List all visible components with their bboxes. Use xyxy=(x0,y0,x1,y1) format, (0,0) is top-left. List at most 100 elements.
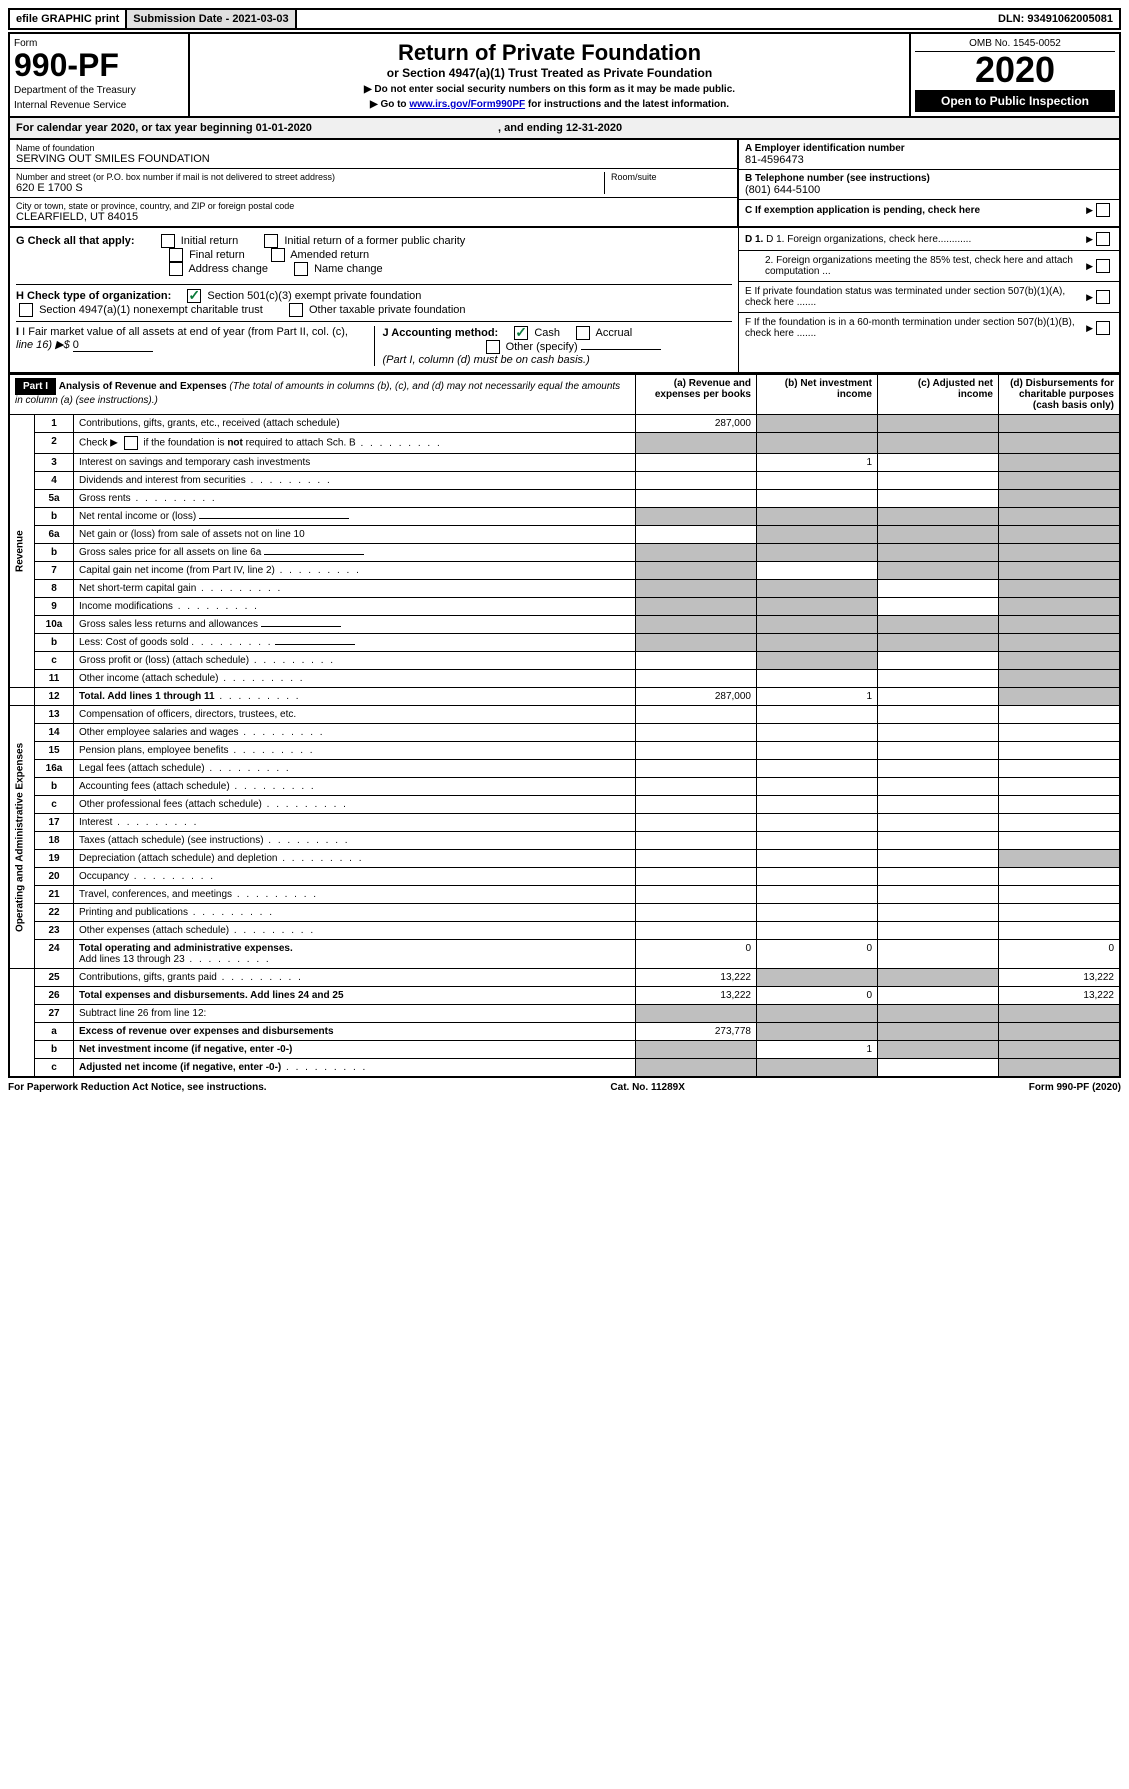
r25-d: 13,222 xyxy=(999,969,1121,987)
row-27c: c Adjusted net income (if negative, ente… xyxy=(9,1059,1120,1078)
r18-label: Taxes (attach schedule) (see instruction… xyxy=(74,832,636,850)
r8-label: Net short-term capital gain xyxy=(74,580,636,598)
foundation-city: CLEARFIELD, UT 84015 xyxy=(16,211,731,223)
r20-label: Occupancy xyxy=(74,868,636,886)
part1-badge: Part I xyxy=(15,378,56,395)
arrow-icon xyxy=(1082,205,1093,216)
row-5a: 5a Gross rents xyxy=(9,490,1120,508)
r12-a: 287,000 xyxy=(636,688,757,706)
city-cell: City or town, state or province, country… xyxy=(10,198,737,226)
d1-cell: D 1. D 1. Foreign organizations, check h… xyxy=(739,228,1119,251)
row-6b: b Gross sales price for all assets on li… xyxy=(9,544,1120,562)
row-11: 11 Other income (attach schedule) xyxy=(9,670,1120,688)
arrow-icon xyxy=(1082,261,1093,272)
public-inspection: Open to Public Inspection xyxy=(915,90,1115,112)
r16a-label: Legal fees (attach schedule) xyxy=(74,760,636,778)
accrual-checkbox[interactable] xyxy=(576,326,590,340)
addr-change-checkbox[interactable] xyxy=(169,262,183,276)
d1-checkbox[interactable] xyxy=(1096,232,1110,246)
r15-label: Pension plans, employee benefits xyxy=(74,742,636,760)
other-specify-field xyxy=(581,349,661,350)
i-line16: line 16) ▶$ xyxy=(16,339,73,351)
header-left: Form 990-PF Department of the Treasury I… xyxy=(10,34,190,116)
exemption-checkbox[interactable] xyxy=(1096,203,1110,217)
efile-label: efile GRAPHIC print xyxy=(10,10,127,28)
irs-link[interactable]: www.irs.gov/Form990PF xyxy=(409,99,525,110)
check-right: D 1. D 1. Foreign organizations, check h… xyxy=(739,228,1119,372)
row-14: 14Other employee salaries and wages xyxy=(9,724,1120,742)
row-16b: bAccounting fees (attach schedule) xyxy=(9,778,1120,796)
tax-year: 2020 xyxy=(915,52,1115,88)
r6b-label: Gross sales price for all assets on line… xyxy=(74,544,636,562)
irs-label: Internal Revenue Service xyxy=(14,100,184,111)
other-method-checkbox[interactable] xyxy=(486,340,500,354)
form-subtitle: or Section 4947(a)(1) Trust Treated as P… xyxy=(196,66,903,80)
cash-checkbox[interactable] xyxy=(514,326,528,340)
i-block: I I Fair market value of all assets at e… xyxy=(16,326,374,366)
d2-checkbox[interactable] xyxy=(1096,259,1110,273)
4947-checkbox[interactable] xyxy=(19,303,33,317)
row-10a: 10a Gross sales less returns and allowan… xyxy=(9,616,1120,634)
e-cell: E If private foundation status was termi… xyxy=(739,282,1119,313)
r26-label: Total expenses and disbursements. Add li… xyxy=(74,987,636,1005)
row-20: 20Occupancy xyxy=(9,868,1120,886)
501c3-checkbox[interactable] xyxy=(187,289,201,303)
initial-return-checkbox[interactable] xyxy=(161,234,175,248)
r16b-label: Accounting fees (attach schedule) xyxy=(74,778,636,796)
row-18: 18Taxes (attach schedule) (see instructi… xyxy=(9,832,1120,850)
r17-label: Interest xyxy=(74,814,636,832)
foundation-left: Name of foundation SERVING OUT SMILES FO… xyxy=(10,140,739,226)
amended-checkbox[interactable] xyxy=(271,248,285,262)
e-checkbox[interactable] xyxy=(1096,290,1110,304)
form-title: Return of Private Foundation xyxy=(196,40,903,66)
exemption-cell: C If exemption application is pending, c… xyxy=(739,200,1119,220)
i-label: I Fair market value of all assets at end… xyxy=(22,326,348,338)
row-27b: b Net investment income (if negative, en… xyxy=(9,1041,1120,1059)
row-10c: c Gross profit or (loss) (attach schedul… xyxy=(9,652,1120,670)
col-a-header: (a) Revenue and expenses per books xyxy=(636,375,757,415)
row-22: 22Printing and publications xyxy=(9,904,1120,922)
initial-former-checkbox[interactable] xyxy=(264,234,278,248)
arrow-icon xyxy=(1082,292,1093,303)
addr-change-label: Address change xyxy=(188,263,268,275)
other-taxable-label: Other taxable private foundation xyxy=(309,304,466,316)
h-label: H Check type of organization: xyxy=(16,290,171,302)
part1-title: Analysis of Revenue and Expenses xyxy=(59,381,227,392)
room-label: Room/suite xyxy=(611,172,731,182)
dln-label: DLN: 93491062005081 xyxy=(992,10,1119,28)
d2-cell: 2. Foreign organizations meeting the 85%… xyxy=(739,251,1119,282)
e-text: E If private foundation status was termi… xyxy=(745,286,1082,308)
row-24: 24 Total operating and administrative ex… xyxy=(9,940,1120,969)
accrual-label: Accrual xyxy=(596,327,633,339)
instr-suffix: for instructions and the latest informat… xyxy=(525,99,729,110)
instr-prefix: ▶ Go to xyxy=(370,99,409,110)
d1-text: D 1. Foreign organizations, check here..… xyxy=(766,234,971,245)
phone-value: (801) 644-5100 xyxy=(745,184,1113,196)
schb-checkbox[interactable] xyxy=(124,436,138,450)
r26-a: 13,222 xyxy=(636,987,757,1005)
ij-row: I I Fair market value of all assets at e… xyxy=(16,321,732,366)
expenses-side-label: Operating and Administrative Expenses xyxy=(9,706,35,969)
form-number: 990-PF xyxy=(14,49,184,81)
f-checkbox[interactable] xyxy=(1096,321,1110,335)
employer-info: A Employer identification number 81-4596… xyxy=(739,140,1119,226)
r27a-label: Excess of revenue over expenses and disb… xyxy=(74,1023,636,1041)
other-taxable-checkbox[interactable] xyxy=(289,303,303,317)
final-return-checkbox[interactable] xyxy=(169,248,183,262)
r6a-label: Net gain or (loss) from sale of assets n… xyxy=(74,526,636,544)
row-26: 26 Total expenses and disbursements. Add… xyxy=(9,987,1120,1005)
r5a-label: Gross rents xyxy=(74,490,636,508)
501c3-label: Section 501(c)(3) exempt private foundat… xyxy=(207,290,421,302)
j-note: (Part I, column (d) must be on cash basi… xyxy=(383,354,590,366)
col-b-header: (b) Net investment income xyxy=(757,375,878,415)
row-1: Revenue 1 Contributions, gifts, grants, … xyxy=(9,415,1120,433)
j-block: J Accounting method: Cash Accrual Other … xyxy=(374,326,733,366)
footer-left: For Paperwork Reduction Act Notice, see … xyxy=(8,1082,267,1093)
row-19: 19Depreciation (attach schedule) and dep… xyxy=(9,850,1120,868)
d2-text: 2. Foreign organizations meeting the 85%… xyxy=(745,255,1082,277)
i-value: 0 xyxy=(73,339,153,352)
final-return-label: Final return xyxy=(189,249,245,261)
footer-right: Form 990-PF (2020) xyxy=(1029,1082,1121,1093)
g-label: G Check all that apply: xyxy=(16,235,135,247)
name-change-checkbox[interactable] xyxy=(294,262,308,276)
